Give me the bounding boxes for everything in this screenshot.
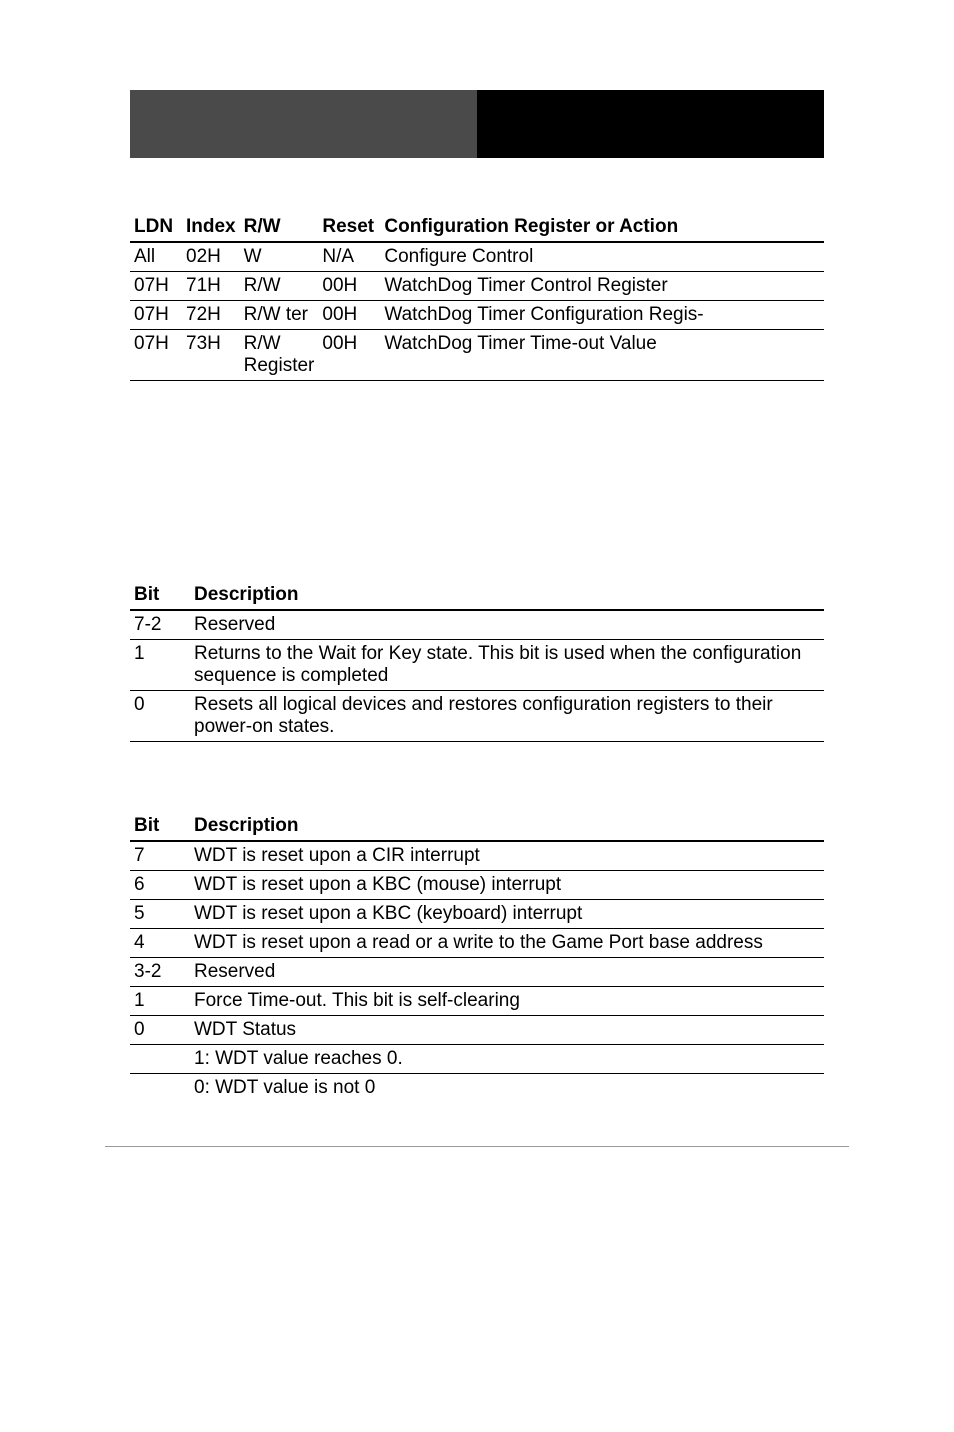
table-cell: WatchDog Timer Configuration Regis- [380, 301, 824, 330]
table-cell: 5 [130, 900, 190, 929]
table-header: Description [190, 581, 824, 610]
table-row: 1 Force Time-out. This bit is self-clear… [130, 987, 824, 1016]
header-right [477, 90, 824, 158]
footer-divider [105, 1146, 849, 1147]
header-bar [130, 90, 824, 158]
table-cell [130, 1074, 190, 1103]
table-header: Description [190, 812, 824, 841]
table-cell: Configure Control [380, 242, 824, 272]
table-cell: R/W Register [240, 330, 319, 381]
table-row: 3-2 Reserved [130, 958, 824, 987]
table-cell: WDT is reset upon a KBC (mouse) interrup… [190, 871, 824, 900]
table-row: All 02H W N/A Configure Control [130, 242, 824, 272]
table-cell: 07H [130, 301, 182, 330]
header-left [130, 90, 477, 158]
table-row: 0 Resets all logical devices and restore… [130, 691, 824, 742]
table-cell: WDT is reset upon a KBC (keyboard) inter… [190, 900, 824, 929]
table-cell: WatchDog Timer Time-out Value [380, 330, 824, 381]
table-cell: 02H [182, 242, 240, 272]
table-cell: Force Time-out. This bit is self-clearin… [190, 987, 824, 1016]
table-cell: Reserved [190, 610, 824, 640]
table-cell: 73H [182, 330, 240, 381]
table-cell: R/W [240, 272, 319, 301]
bit-description-table-1: Bit Description 7-2 Reserved 1 Returns t… [130, 581, 824, 742]
table-cell: 72H [182, 301, 240, 330]
table-cell: 07H [130, 330, 182, 381]
table-cell: 1 [130, 640, 190, 691]
table-row: 0: WDT value is not 0 [130, 1074, 824, 1103]
table-row: 07H 72H R/W ter 00H WatchDog Timer Confi… [130, 301, 824, 330]
table-row: 07H 73H R/W Register 00H WatchDog Timer … [130, 330, 824, 381]
table-row: 4 WDT is reset upon a read or a write to… [130, 929, 824, 958]
table-cell: 0 [130, 691, 190, 742]
table-header: Bit [130, 581, 190, 610]
table-cell: WDT is reset upon a CIR interrupt [190, 841, 824, 871]
table-cell: 6 [130, 871, 190, 900]
table-row: 6 WDT is reset upon a KBC (mouse) interr… [130, 871, 824, 900]
table-header: LDN [130, 213, 182, 242]
table-row: 5 WDT is reset upon a KBC (keyboard) int… [130, 900, 824, 929]
table-header-row: Bit Description [130, 812, 824, 841]
table-cell: 07H [130, 272, 182, 301]
table-row: 1: WDT value reaches 0. [130, 1045, 824, 1074]
table-header: Bit [130, 812, 190, 841]
table-cell: 00H [318, 272, 380, 301]
table-cell: 1: WDT value reaches 0. [190, 1045, 824, 1074]
table-cell: WDT is reset upon a read or a write to t… [190, 929, 824, 958]
table-cell: 0: WDT value is not 0 [190, 1074, 824, 1103]
table-row: 7 WDT is reset upon a CIR interrupt [130, 841, 824, 871]
table-cell: W [240, 242, 319, 272]
table-row: 7-2 Reserved [130, 610, 824, 640]
table-header: R/W [240, 213, 319, 242]
table-header-row: LDN Index R/W Reset Configuration Regist… [130, 213, 824, 242]
table-cell: 4 [130, 929, 190, 958]
table-cell: 7-2 [130, 610, 190, 640]
table-cell: Returns to the Wait for Key state. This … [190, 640, 824, 691]
table-cell [130, 1045, 190, 1074]
table-header: Reset [318, 213, 380, 242]
table-cell: 71H [182, 272, 240, 301]
table-header-row: Bit Description [130, 581, 824, 610]
bit-description-table-2: Bit Description 7 WDT is reset upon a CI… [130, 812, 824, 1102]
table-cell: Reserved [190, 958, 824, 987]
table-cell: WDT Status [190, 1016, 824, 1045]
table-cell: All [130, 242, 182, 272]
table-cell: Resets all logical devices and restores … [190, 691, 824, 742]
table-cell: 1 [130, 987, 190, 1016]
table-row: 07H 71H R/W 00H WatchDog Timer Control R… [130, 272, 824, 301]
register-table: LDN Index R/W Reset Configuration Regist… [130, 213, 824, 381]
table-header: Index [182, 213, 240, 242]
table-cell: 3-2 [130, 958, 190, 987]
table-row: 1 Returns to the Wait for Key state. Thi… [130, 640, 824, 691]
table-cell: 00H [318, 330, 380, 381]
table-cell: 00H [318, 301, 380, 330]
table-row: 0 WDT Status [130, 1016, 824, 1045]
table-cell: WatchDog Timer Control Register [380, 272, 824, 301]
table-header: Configuration Register or Action [380, 213, 824, 242]
table-cell: 7 [130, 841, 190, 871]
table-cell: R/W ter [240, 301, 319, 330]
table-cell: N/A [318, 242, 380, 272]
table-cell: 0 [130, 1016, 190, 1045]
